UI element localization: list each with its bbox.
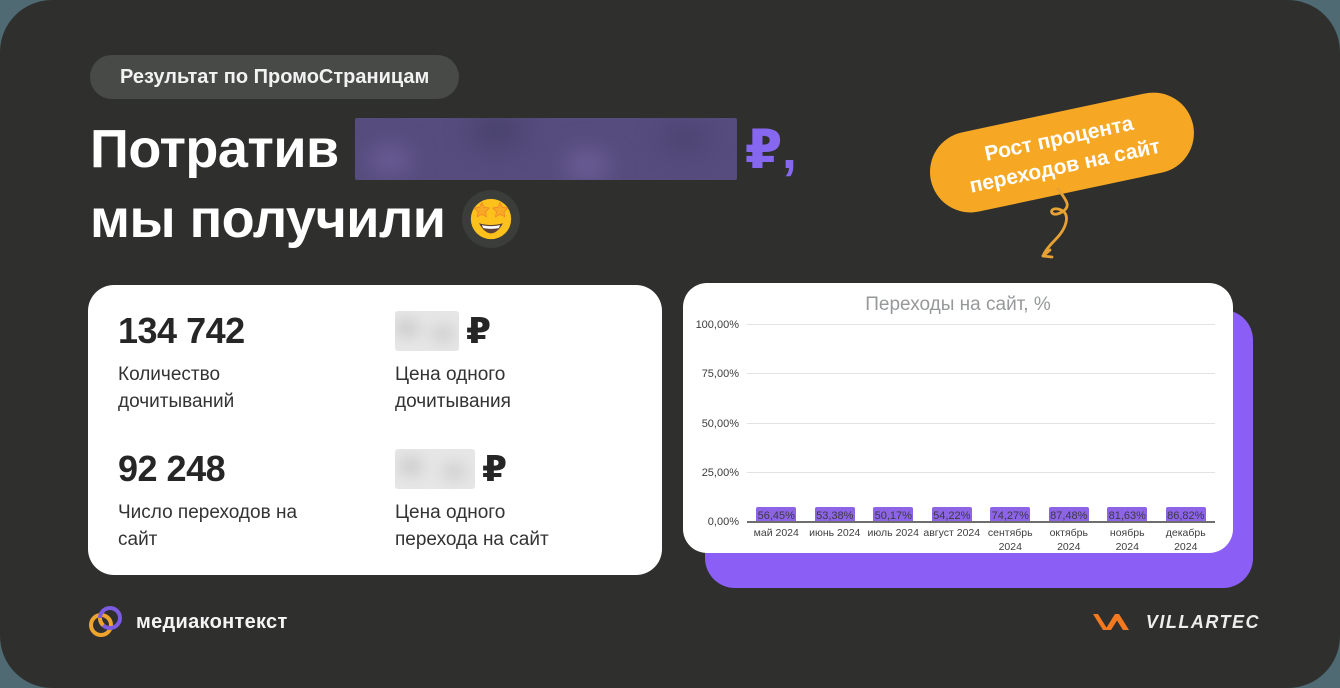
bar-value-label: 87,48% — [1050, 510, 1088, 522]
topic-badge: Результат по ПромоСтраницам — [90, 55, 460, 99]
stat-value: 134 742 — [118, 310, 245, 351]
bar: 53,38% — [814, 507, 855, 522]
stat-label: Количество дочитываний — [118, 364, 235, 412]
bar-chart: 100,00% 75,00% 50,00% 25,00% 0,00% 56,45% 53,… — [696, 319, 1215, 554]
stat-value: ₽ — [395, 309, 585, 353]
stats-card: 134 742 Количество дочитываний ₽ Цена од… — [88, 285, 662, 575]
villartec-logo-icon — [1092, 614, 1129, 630]
stat-item-perekhody: 92 248 Число переходов на сайт — [118, 447, 308, 553]
bar-column: 74,27% — [981, 507, 1040, 522]
x-tick-label: октябрь 2024 — [1049, 527, 1088, 553]
footer-brand-mediakontekst: медиаконтекст — [86, 604, 288, 640]
stat-label: Цена одного перехода на сайт — [395, 502, 549, 550]
x-tick-label: сентябрь 2024 — [987, 527, 1033, 553]
topic-badge-label: Результат по ПромоСтраницам — [120, 65, 430, 88]
chart-card: Переходы на сайт, % 100,00% 75,00% 50,00% 2… — [683, 283, 1233, 553]
stat-item-dochityvaniya: 134 742 Количество дочитываний — [118, 309, 308, 415]
bars-row: 56,45% 53,38% 50,17% 54,22% 74,27% 87,48% 81,6… — [747, 325, 1215, 522]
bar: 87,48% — [1048, 507, 1089, 522]
stat-label: Цена одного дочитывания — [395, 364, 511, 412]
ruble-sign: ₽, — [744, 119, 797, 180]
gridline — [747, 373, 1215, 375]
redacted-value-box — [395, 449, 475, 489]
bar: 81,63% — [1107, 507, 1148, 522]
x-tick-label: июль 2024 — [867, 527, 919, 539]
headline-line2-text: мы получили — [90, 189, 446, 249]
stat-value: 92 248 — [118, 448, 226, 489]
x-tick-label: июнь 2024 — [809, 527, 861, 539]
y-tick-label: 0,00% — [707, 516, 739, 528]
gridline — [747, 471, 1215, 473]
footer-right-brand-text: VILLARTEC — [1145, 611, 1260, 632]
footer-brand-villartec: VILLARTEC — [1091, 610, 1260, 634]
gridline — [747, 324, 1215, 325]
x-tick-label: декабрь 2024 — [1165, 527, 1206, 553]
bar: 86,82% — [1165, 507, 1206, 522]
redacted-value-box — [395, 311, 459, 351]
bar-value-label: 54,22% — [933, 510, 971, 522]
gridline — [747, 521, 1215, 523]
bar-column: 54,22% — [923, 507, 982, 522]
mediakontekst-rings-icon — [89, 606, 122, 637]
x-tick-label: август 2024 — [923, 527, 981, 539]
bar-value-label: 74,27% — [991, 510, 1029, 522]
bar-column: 53,38% — [806, 507, 865, 522]
gridline — [747, 422, 1215, 424]
stat-label: Число переходов на сайт — [118, 502, 298, 550]
headline-prefix: Потратив — [90, 119, 339, 179]
headline-line-2: мы получили — [90, 184, 796, 254]
bar: 54,22% — [931, 507, 972, 522]
stat-item-price-perekhod: ₽ Цена одного перехода на сайт — [395, 447, 585, 553]
bar: 74,27% — [990, 507, 1031, 522]
stat-value: ₽ — [395, 447, 585, 491]
bar-value-label: 86,82% — [1167, 510, 1205, 522]
redacted-amount-box — [354, 118, 737, 180]
x-tick-label: май 2024 — [753, 527, 799, 539]
y-axis: 100,00% 75,00% 50,00% 25,00% 0,00% — [685, 319, 739, 528]
bar: 56,45% — [756, 507, 797, 522]
stat-item-price-dochityvanie: ₽ Цена одного дочитывания — [395, 309, 585, 415]
star-struck-emoji-svg — [470, 198, 511, 240]
bar-value-label: 81,63% — [1108, 510, 1146, 522]
headline: Потратив ₽, мы получили — [90, 114, 797, 254]
bar-column: 87,48% — [1040, 507, 1099, 522]
bar-column: 86,82% — [1157, 507, 1216, 522]
curved-arrow-icon — [1041, 187, 1069, 259]
ruble-sign: ₽ — [466, 310, 491, 351]
bar-value-label: 56,45% — [757, 510, 795, 522]
y-tick-label: 100,00% — [695, 319, 739, 331]
chart-plot-area: 100,00% 75,00% 50,00% 25,00% 0,00% 56,45% 53,… — [696, 319, 1215, 528]
footer-left-brand-text: медиаконтекст — [136, 610, 288, 633]
bar: 50,17% — [873, 507, 914, 522]
bar-column: 50,17% — [864, 507, 923, 522]
bar-column: 56,45% — [747, 507, 806, 522]
ruble-sign: ₽ — [482, 448, 507, 489]
x-tick-label: ноябрь 2024 — [1109, 527, 1145, 553]
bar-value-label: 53,38% — [816, 510, 854, 522]
star-struck-emoji-icon — [461, 190, 520, 248]
x-axis: май 2024 июнь 2024 июль 2024 август 2024 сен… — [747, 527, 1215, 554]
y-tick-label: 50,00% — [701, 417, 739, 430]
headline-line-1: Потратив ₽, — [90, 114, 797, 184]
y-tick-label: 25,00% — [701, 466, 739, 479]
y-tick-label: 75,00% — [701, 368, 739, 381]
bar-value-label: 50,17% — [874, 510, 912, 522]
bar-column: 81,63% — [1098, 507, 1157, 522]
chart-title: Переходы на сайт, % — [865, 294, 1051, 315]
